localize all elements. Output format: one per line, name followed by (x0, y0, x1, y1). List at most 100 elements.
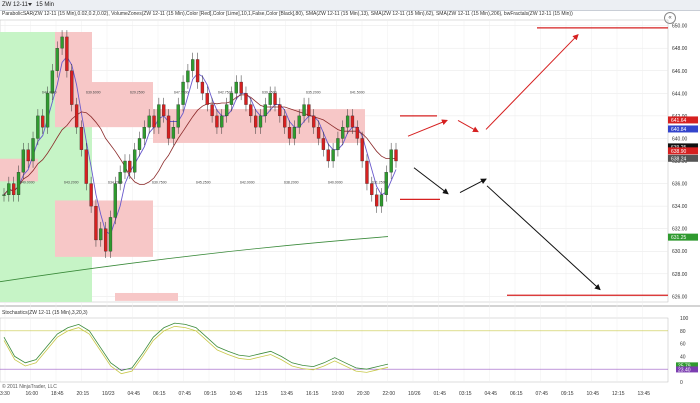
time-axis-label: 10:45 (230, 391, 243, 397)
candle (350, 115, 355, 128)
sma-62-line (3, 94, 396, 196)
candle (287, 127, 292, 139)
candle (133, 149, 137, 173)
chevron-down-icon[interactable] (28, 3, 32, 6)
candle (200, 81, 205, 94)
candle (244, 93, 248, 105)
candle (45, 93, 50, 128)
stoch-axis-label: 0 (680, 380, 683, 386)
time-axis-label: 07:45 (179, 391, 192, 397)
sma-206-line (0, 236, 389, 283)
candle (297, 115, 301, 128)
fractal-price-label: 630.7500 (152, 181, 167, 185)
candle (215, 115, 219, 128)
instrument-selector[interactable]: ZW 12-11 (2, 2, 28, 8)
fractal-price-label: 631.2500 (372, 181, 387, 185)
time-axis-label: 01:45 (434, 391, 447, 397)
candle (55, 48, 59, 71)
candle (31, 138, 35, 162)
fractal-price-label: 645.2500 (196, 181, 211, 185)
price-axis-label: 644.00 (672, 91, 688, 97)
time-axis-label: 04:45 (128, 391, 141, 397)
candle (321, 138, 326, 150)
candle (374, 194, 379, 207)
price-axis-label: 626.00 (672, 294, 688, 300)
candle (113, 183, 117, 218)
candle (258, 115, 263, 128)
price-badge (668, 154, 698, 162)
candle (210, 104, 214, 117)
time-axis-label: 22:00 (383, 391, 396, 397)
stoch-pane-frame (0, 317, 669, 383)
candle (108, 217, 113, 252)
candle (283, 115, 287, 128)
fractal-price-label: 642.7500 (218, 90, 233, 94)
price-axis-label: 638.00 (672, 159, 688, 165)
candle (273, 93, 277, 105)
forecast-arrow (457, 119, 479, 133)
price-badge (668, 116, 698, 124)
candle (195, 59, 200, 83)
candle (36, 115, 40, 139)
price-badge-text: 631.25 (671, 235, 687, 241)
candle (341, 127, 345, 139)
candle (365, 160, 369, 184)
price-axis-label: 636.00 (672, 182, 688, 188)
forecast-arrow (486, 185, 601, 291)
candle (234, 81, 238, 94)
time-axis-label: 06:15 (153, 391, 166, 397)
candle (331, 149, 335, 162)
stoch-badge (676, 366, 698, 373)
candle (316, 127, 321, 139)
candle (292, 127, 297, 139)
candle (60, 36, 64, 49)
time-axis-label: 13:45 (281, 391, 294, 397)
collapse-icon[interactable]: « (664, 12, 676, 24)
candle (181, 81, 185, 105)
candle (263, 104, 267, 117)
time-axis-label: 3:30 (0, 391, 10, 397)
candle (74, 104, 79, 128)
time-axis-label: 16:00 (26, 391, 39, 397)
time-axis-label: 10/23 (102, 391, 115, 397)
fractal-price-label: 644.4000 (42, 90, 57, 94)
candle (336, 138, 340, 150)
time-axis-label: 13:45 (638, 391, 651, 397)
candle (394, 149, 398, 162)
time-axis-label: 19:00 (332, 391, 345, 397)
candle (166, 115, 171, 139)
fractal-price-label: 647.7500 (174, 90, 189, 94)
timeframe-selector[interactable]: 15 Min (36, 2, 55, 8)
stochastics-legend: Stochastics(ZW 12-11 (15 Min),3,20,3) (2, 310, 88, 316)
forecast-arrow (459, 178, 487, 194)
price-badge-text: 638.90 (671, 149, 687, 155)
candle (118, 172, 122, 184)
forecast-arrow (407, 119, 448, 137)
candle (103, 228, 108, 252)
candle (171, 127, 176, 139)
price-axis-label: 634.00 (672, 204, 688, 210)
candle (7, 183, 11, 195)
price-badge-text: 641.64 (671, 118, 687, 124)
candle (21, 149, 26, 173)
price-badge-text: 638.24 (671, 156, 687, 162)
price-axis-label: 630.00 (672, 249, 688, 255)
candle (355, 127, 359, 139)
stoch-badge (676, 362, 698, 369)
candle (162, 104, 166, 117)
indicator-legend: ParabolicSAR(ZW 12-11 (15 Min),0.02,0.2,… (2, 11, 573, 17)
candle (384, 172, 388, 195)
candle (370, 183, 374, 195)
stoch-axis-label: 60 (680, 342, 686, 348)
stoch-badge-text: 25.79 (678, 363, 691, 369)
price-badge (668, 147, 698, 155)
candle (268, 93, 272, 105)
candle (220, 115, 224, 128)
copyright-notice: © 2011 NinjaTrader, LLC (2, 384, 57, 390)
candle (2, 194, 6, 196)
price-axis-label: 632.00 (672, 227, 688, 233)
forecast-arrow (485, 33, 579, 130)
fractal-price-label: 638.2000 (284, 181, 299, 185)
candle (147, 115, 151, 128)
